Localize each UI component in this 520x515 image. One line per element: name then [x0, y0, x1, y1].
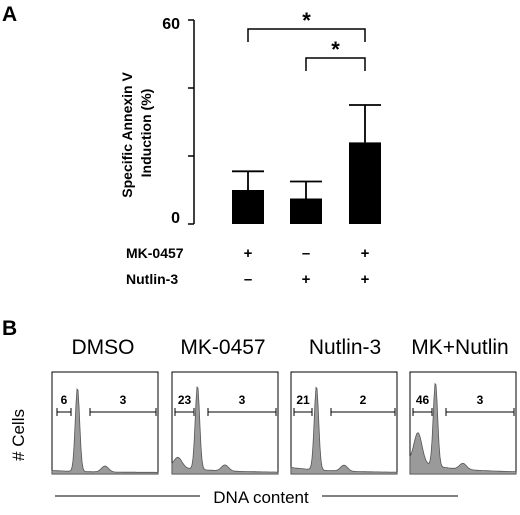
histogram-frame-2: [171, 371, 279, 475]
panel-b-ylabel: # Cells: [9, 409, 28, 461]
gate-left-value-2: 23: [178, 393, 192, 407]
histogram-curve-4: [409, 382, 517, 475]
panel-a-ytick-zero: 0: [171, 210, 180, 227]
histogram-curve-3: [290, 386, 398, 475]
dna-content-label-bg: [200, 488, 322, 508]
significance-star-2: *: [331, 37, 340, 62]
panel-a-ylabel: Specific Annexin V Induction (%): [119, 68, 154, 197]
gate-left-value-3: 21: [296, 393, 310, 407]
histogram-frame-1: [51, 371, 159, 475]
significance-bracket-1: [247, 28, 366, 42]
treatment-label-nutlin3: Nutlin-3: [126, 271, 178, 287]
histogram-curve-1: [51, 388, 159, 475]
significance-star-1: *: [302, 8, 311, 33]
bar-2: [290, 198, 322, 224]
significance-bracket-2: [305, 57, 366, 71]
treatment-sign-1-2: –: [302, 245, 310, 262]
bar-3: [349, 142, 381, 224]
treatment-sign-1-1: +: [244, 245, 253, 262]
histogram-frame-3: [290, 371, 398, 475]
panel-a-letter: A: [2, 3, 17, 26]
bar-1: [232, 190, 264, 224]
histogram-title-4: MK+Nutlin: [411, 336, 508, 359]
histogram-frame-4: [409, 371, 517, 475]
histogram-title-1: DMSO: [72, 336, 135, 359]
treatment-signs: + – + – + +: [244, 245, 370, 288]
gate-right-value-1: 3: [120, 393, 127, 407]
treatment-sign-2-3: +: [361, 271, 370, 288]
dna-content-label: DNA content: [213, 488, 309, 507]
gate-left-value-1: 6: [61, 393, 68, 407]
histogram-curve-2: [171, 386, 279, 475]
gate-right-value-3: 2: [360, 393, 367, 407]
gate-right-value-4: 3: [477, 393, 484, 407]
gate-right-value-2: 3: [239, 393, 246, 407]
treatment-sign-2-2: +: [302, 271, 311, 288]
panel-b-letter: B: [2, 317, 17, 340]
panel-a-ylabel-line1: Specific Annexin V: [119, 72, 135, 198]
treatment-label-mk0457: MK-0457: [126, 245, 184, 261]
panel-b-histograms: DMSO 6 3 MK-0457 23 3 Nutlin-3 21 2 MK+Nutlin 46 3: [51, 336, 517, 475]
histogram-title-3: Nutlin-3: [309, 336, 381, 359]
panel-a-ytick-top: 60: [162, 16, 180, 33]
treatment-sign-2-1: –: [244, 271, 252, 288]
panel-a-plot: **: [188, 8, 381, 225]
treatment-sign-1-3: +: [361, 245, 370, 262]
gate-left-value-4: 46: [416, 393, 430, 407]
panel-a-ylabel-line2: Induction (%): [138, 89, 154, 178]
histogram-title-2: MK-0457: [180, 336, 265, 359]
